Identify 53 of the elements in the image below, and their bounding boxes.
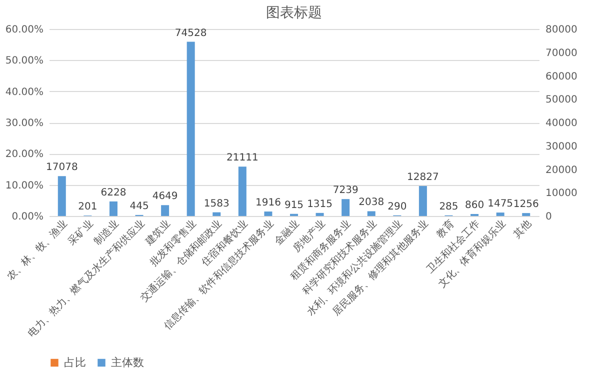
data-label: 1256 [513, 199, 539, 210]
bar [109, 201, 118, 216]
data-label: 1315 [307, 198, 333, 210]
bar [418, 186, 427, 216]
data-label: 21111 [226, 152, 258, 164]
bar [212, 212, 221, 216]
bar [522, 213, 530, 216]
data-label: 7239 [332, 185, 358, 196]
y-tick-label: 30.00% [5, 118, 44, 129]
y-tick-label: 60.00% [5, 24, 44, 36]
bar [238, 166, 246, 216]
data-label: 860 [464, 200, 484, 211]
x-tick-label: 其他 [511, 218, 534, 240]
y-tick-label: 50.00% [5, 56, 44, 67]
data-label: 17078 [46, 162, 78, 174]
bar [316, 212, 324, 216]
bar [264, 212, 272, 216]
data-label: 6228 [100, 187, 126, 198]
y-tick-label: 0.00% [12, 212, 44, 222]
bar [496, 212, 504, 216]
y2-tick-label: 0 [546, 212, 552, 222]
y2-tick-label: 10000 [546, 188, 578, 200]
data-label: 1583 [204, 198, 230, 210]
y2-tick-label: 40000 [546, 118, 578, 129]
y2-tick-label: 70000 [546, 48, 578, 59]
legend-label: 占比 [64, 356, 86, 369]
data-label: 1475 [488, 198, 514, 210]
y2-tick-label: 20000 [546, 164, 578, 176]
data-label: 201 [78, 202, 98, 213]
data-label: 2038 [358, 197, 384, 208]
y-tick-label: 10.00% [5, 180, 44, 192]
y2-tick-label: 30000 [546, 141, 578, 152]
data-label: 74528 [174, 28, 207, 39]
data-label: 285 [439, 201, 458, 212]
data-label: 1916 [255, 198, 281, 209]
bar [161, 205, 170, 216]
chart-title: 图表标题 [266, 5, 322, 21]
y-tick-label: 40.00% [5, 86, 44, 98]
x-tick-label: 教育 [434, 218, 457, 240]
bar [342, 199, 350, 216]
bar [58, 176, 66, 216]
data-label: 445 [130, 200, 149, 212]
y2-tick-label: 60000 [546, 71, 578, 82]
legend-label: 主体数 [111, 356, 144, 369]
data-label: 4649 [152, 191, 178, 202]
data-label: 290 [388, 201, 407, 212]
data-label: 12827 [407, 172, 439, 184]
bar [186, 42, 195, 216]
y2-tick-label: 50000 [546, 94, 578, 106]
bar [367, 211, 376, 216]
y-tick-label: 20.00% [5, 149, 44, 160]
data-label: 915 [284, 200, 304, 211]
y2-tick-label: 80000 [546, 24, 578, 36]
